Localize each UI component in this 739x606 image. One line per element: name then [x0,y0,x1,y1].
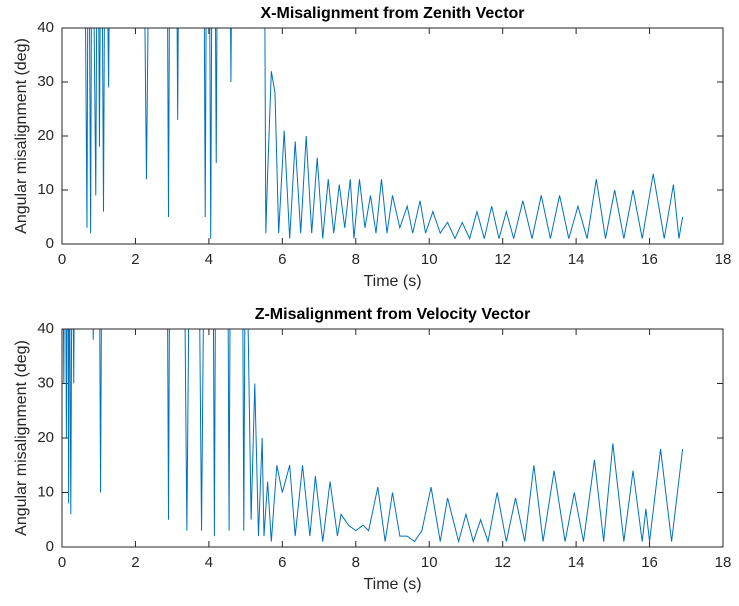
plot-area [62,329,723,547]
y-axis-label: Angular misalignment (deg) [13,38,30,234]
y-tick-label: 10 [37,483,54,500]
chart-title: X-Misalignment from Zenith Vector [260,5,524,22]
x-axis-label: Time (s) [363,576,421,593]
x-tick-label: 16 [641,554,658,571]
x-tick-label: 4 [205,554,213,571]
x-tick-label: 14 [568,251,585,268]
plot-area [62,28,723,244]
x-tick-label: 6 [278,554,286,571]
x-tick-label: 12 [494,251,511,268]
x-tick-label: 4 [205,251,213,268]
x-tick-label: 14 [568,554,585,571]
x-tick-label: 2 [131,251,139,268]
subplot: 0 2 4 6 8 10 12 14 16 18 0 10 20 30 40 X-Misalignment f… [13,5,732,290]
y-tick-label: 30 [37,73,54,90]
x-tick-label: 10 [421,554,438,571]
x-tick-label: 12 [494,554,511,571]
data-line [85,28,684,241]
data-line [62,329,684,544]
x-tick-label: 18 [715,251,732,268]
y-tick-label: 20 [37,429,54,446]
y-tick-label: 0 [46,235,54,252]
x-tick-label: 10 [421,251,438,268]
y-axis-label: Angular misalignment (deg) [13,340,30,536]
x-tick-label: 2 [131,554,139,571]
x-tick-label: 18 [715,554,732,571]
x-axis-label: Time (s) [363,273,421,290]
y-tick-label: 20 [37,127,54,144]
y-tick-label: 40 [37,320,54,337]
chart-title: Z-Misalignment from Velocity Vector [255,306,531,323]
x-tick-label: 8 [352,251,360,268]
x-tick-label: 0 [58,251,66,268]
x-tick-label: 6 [278,251,286,268]
y-tick-label: 40 [37,19,54,36]
axes-box [61,27,724,245]
y-tick-label: 10 [37,181,54,198]
y-tick-label: 30 [37,374,54,391]
x-tick-label: 16 [641,251,658,268]
x-tick-label: 8 [352,554,360,571]
subplot: 0 2 4 6 8 10 12 14 16 18 0 10 20 30 40 Z-Misalignment f… [13,306,732,593]
y-tick-label: 0 [46,538,54,555]
axes-box [61,328,724,548]
x-tick-label: 0 [58,554,66,571]
